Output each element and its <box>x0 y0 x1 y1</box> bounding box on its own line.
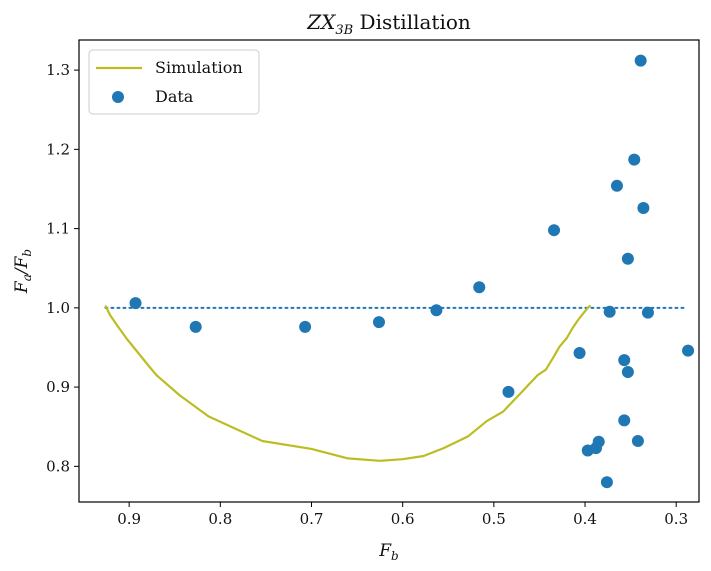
data-point <box>634 54 647 67</box>
simulation-line <box>104 304 592 462</box>
legend: Simulation Data <box>88 49 260 115</box>
data-point <box>548 224 561 237</box>
data-point <box>621 252 634 265</box>
plot-content <box>104 54 695 489</box>
legend-simulation-label: Simulation <box>155 58 243 77</box>
data-point <box>603 305 616 318</box>
x-tick-label: 0.8 <box>208 510 232 528</box>
x-tick-label: 0.5 <box>482 510 506 528</box>
y-tick-label: 1.3 <box>46 61 70 79</box>
legend-data-swatch <box>112 91 124 103</box>
data-point <box>610 179 623 192</box>
data-point <box>502 385 515 398</box>
x-tick-label: 0.3 <box>664 510 688 528</box>
data-point <box>641 306 654 319</box>
x-tick-label: 0.7 <box>300 510 324 528</box>
y-tick-label: 0.8 <box>46 457 70 475</box>
y-tick-label: 1.2 <box>46 140 70 158</box>
data-point <box>473 281 486 294</box>
y-axis: 0.8 0.9 1.0 1.1 1.2 1.3 <box>46 61 79 475</box>
plot-frame <box>78 39 700 503</box>
x-tick-label: 0.6 <box>391 510 415 528</box>
y-tick-label: 1.0 <box>46 299 70 317</box>
data-point <box>372 316 385 329</box>
data-point <box>430 304 443 317</box>
chart-title: ZX3B Distillation <box>306 10 471 38</box>
data-point <box>618 354 631 367</box>
legend-data-label: Data <box>155 87 194 106</box>
data-point <box>682 344 695 357</box>
data-point <box>573 347 586 360</box>
x-axis: 0.9 0.8 0.7 0.6 0.5 0.4 0.3 <box>117 502 688 528</box>
data-point <box>600 476 613 489</box>
y-axis-title: Fa/Fb <box>12 249 34 294</box>
data-point <box>637 202 650 214</box>
x-tick-label: 0.9 <box>117 510 141 528</box>
data-point <box>621 366 634 379</box>
data-point <box>628 153 641 166</box>
data-point <box>189 320 202 333</box>
legend-box <box>88 49 260 115</box>
data-point <box>592 435 605 448</box>
x-tick-label: 0.4 <box>573 510 597 528</box>
data-point <box>299 320 312 333</box>
y-tick-label: 1.1 <box>46 220 70 238</box>
data-point <box>129 297 142 310</box>
data-point <box>631 434 644 447</box>
data-point <box>618 414 631 427</box>
y-tick-label: 0.9 <box>46 378 70 396</box>
